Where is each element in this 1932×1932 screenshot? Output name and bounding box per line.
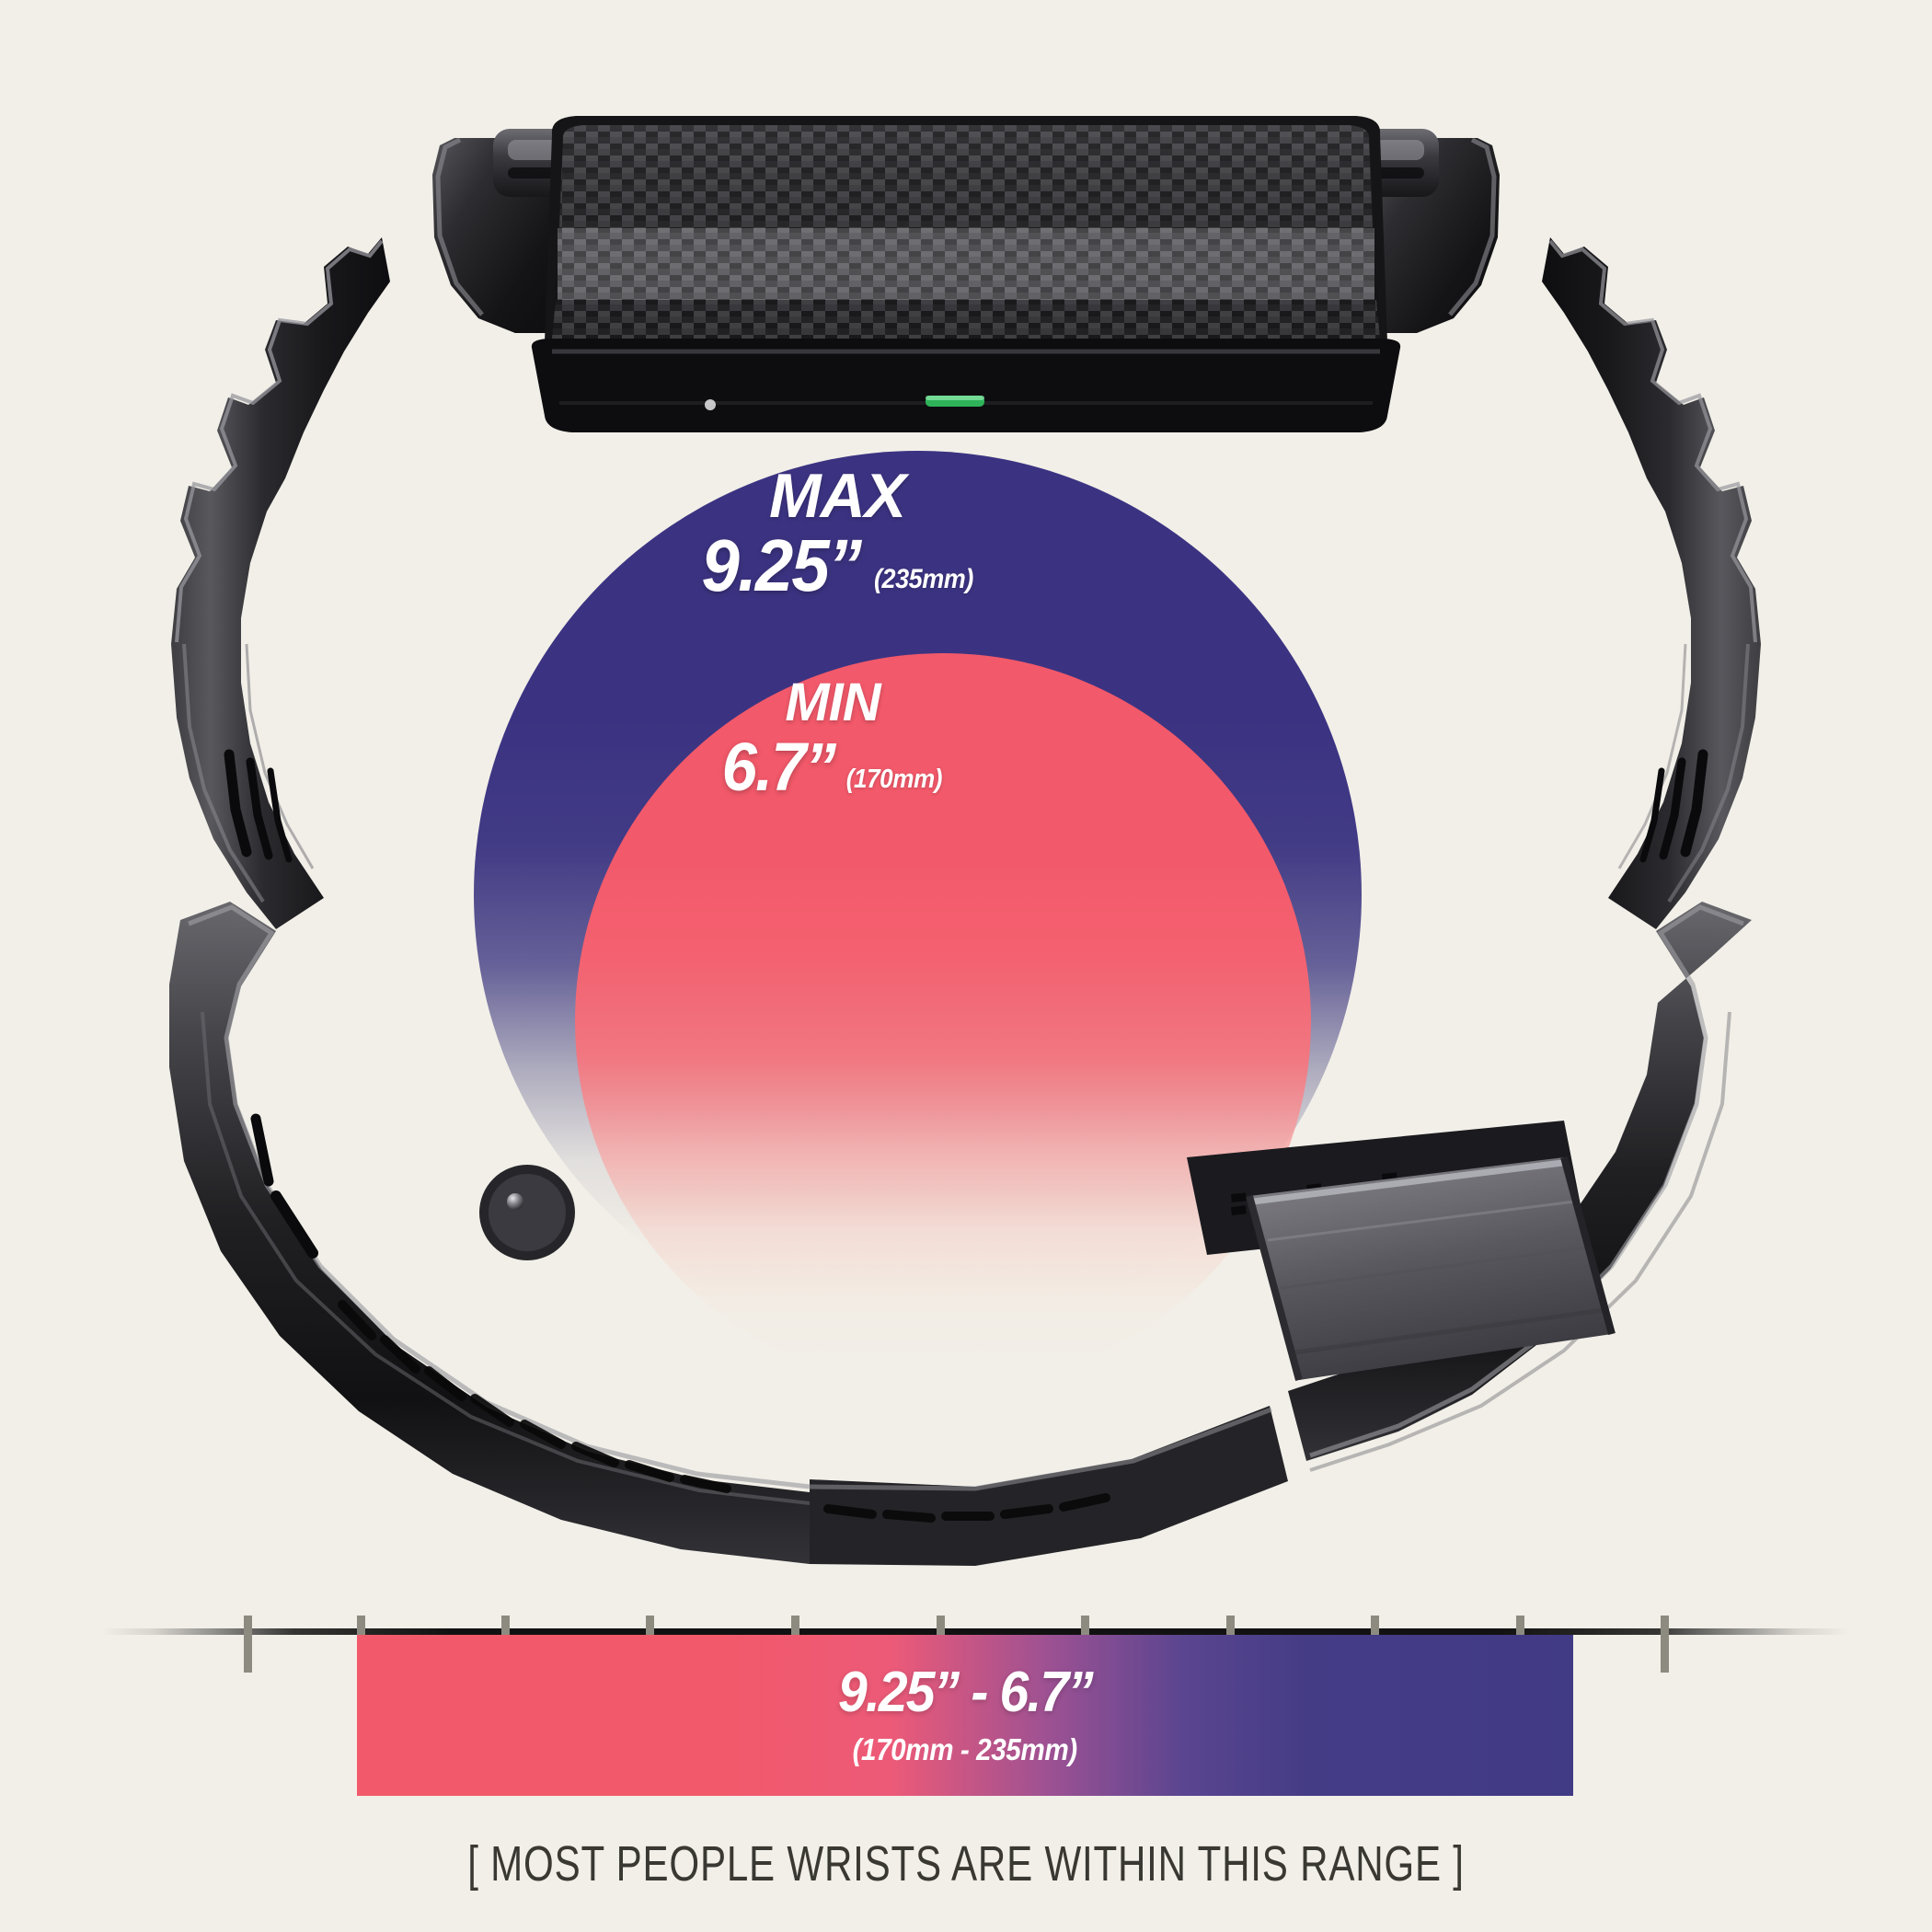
band-upper-right (1542, 237, 1761, 929)
ruler-tick (244, 1616, 252, 1673)
measurement-ruler (0, 1616, 1932, 1673)
range-bar-main-label: 9.25” - 6.7” (838, 1660, 1094, 1724)
min-size-label: MIN 6.7” (170mm) (649, 676, 1017, 801)
range-bar-metric-label: (170mm - 235mm) (852, 1731, 1078, 1766)
max-size-label: MAX 9.25” (235mm) (644, 465, 1030, 603)
max-label-title: MAX (768, 461, 906, 531)
ruler-tick (1661, 1616, 1669, 1673)
band-lower-left (169, 902, 811, 1564)
max-label-metric: (235mm) (873, 564, 973, 594)
max-label-value-row: 9.25” (235mm) (644, 529, 1030, 603)
range-caption: [ MOST PEOPLE WRISTS ARE WITHIN THIS RAN… (467, 1836, 1465, 1892)
band-pivot-pin (479, 1165, 575, 1260)
min-label-value-row: 6.7” (170mm) (649, 733, 1017, 801)
min-label-metric: (170mm) (845, 765, 943, 794)
watch-case (545, 116, 1387, 362)
wrist-range-bar: 9.25” - 6.7” (170mm - 235mm) (357, 1635, 1573, 1796)
watch-case-underside (531, 339, 1401, 432)
min-size-circle (575, 653, 1311, 1389)
strap-tail (809, 1406, 1288, 1566)
min-label-value: 6.7” (721, 729, 837, 805)
max-label-value: 9.25” (701, 524, 863, 606)
ruler-baseline (101, 1628, 1849, 1635)
min-label-title: MIN (785, 673, 880, 732)
band-upper-left (171, 237, 390, 929)
clasp-buckle (1187, 1121, 1616, 1382)
